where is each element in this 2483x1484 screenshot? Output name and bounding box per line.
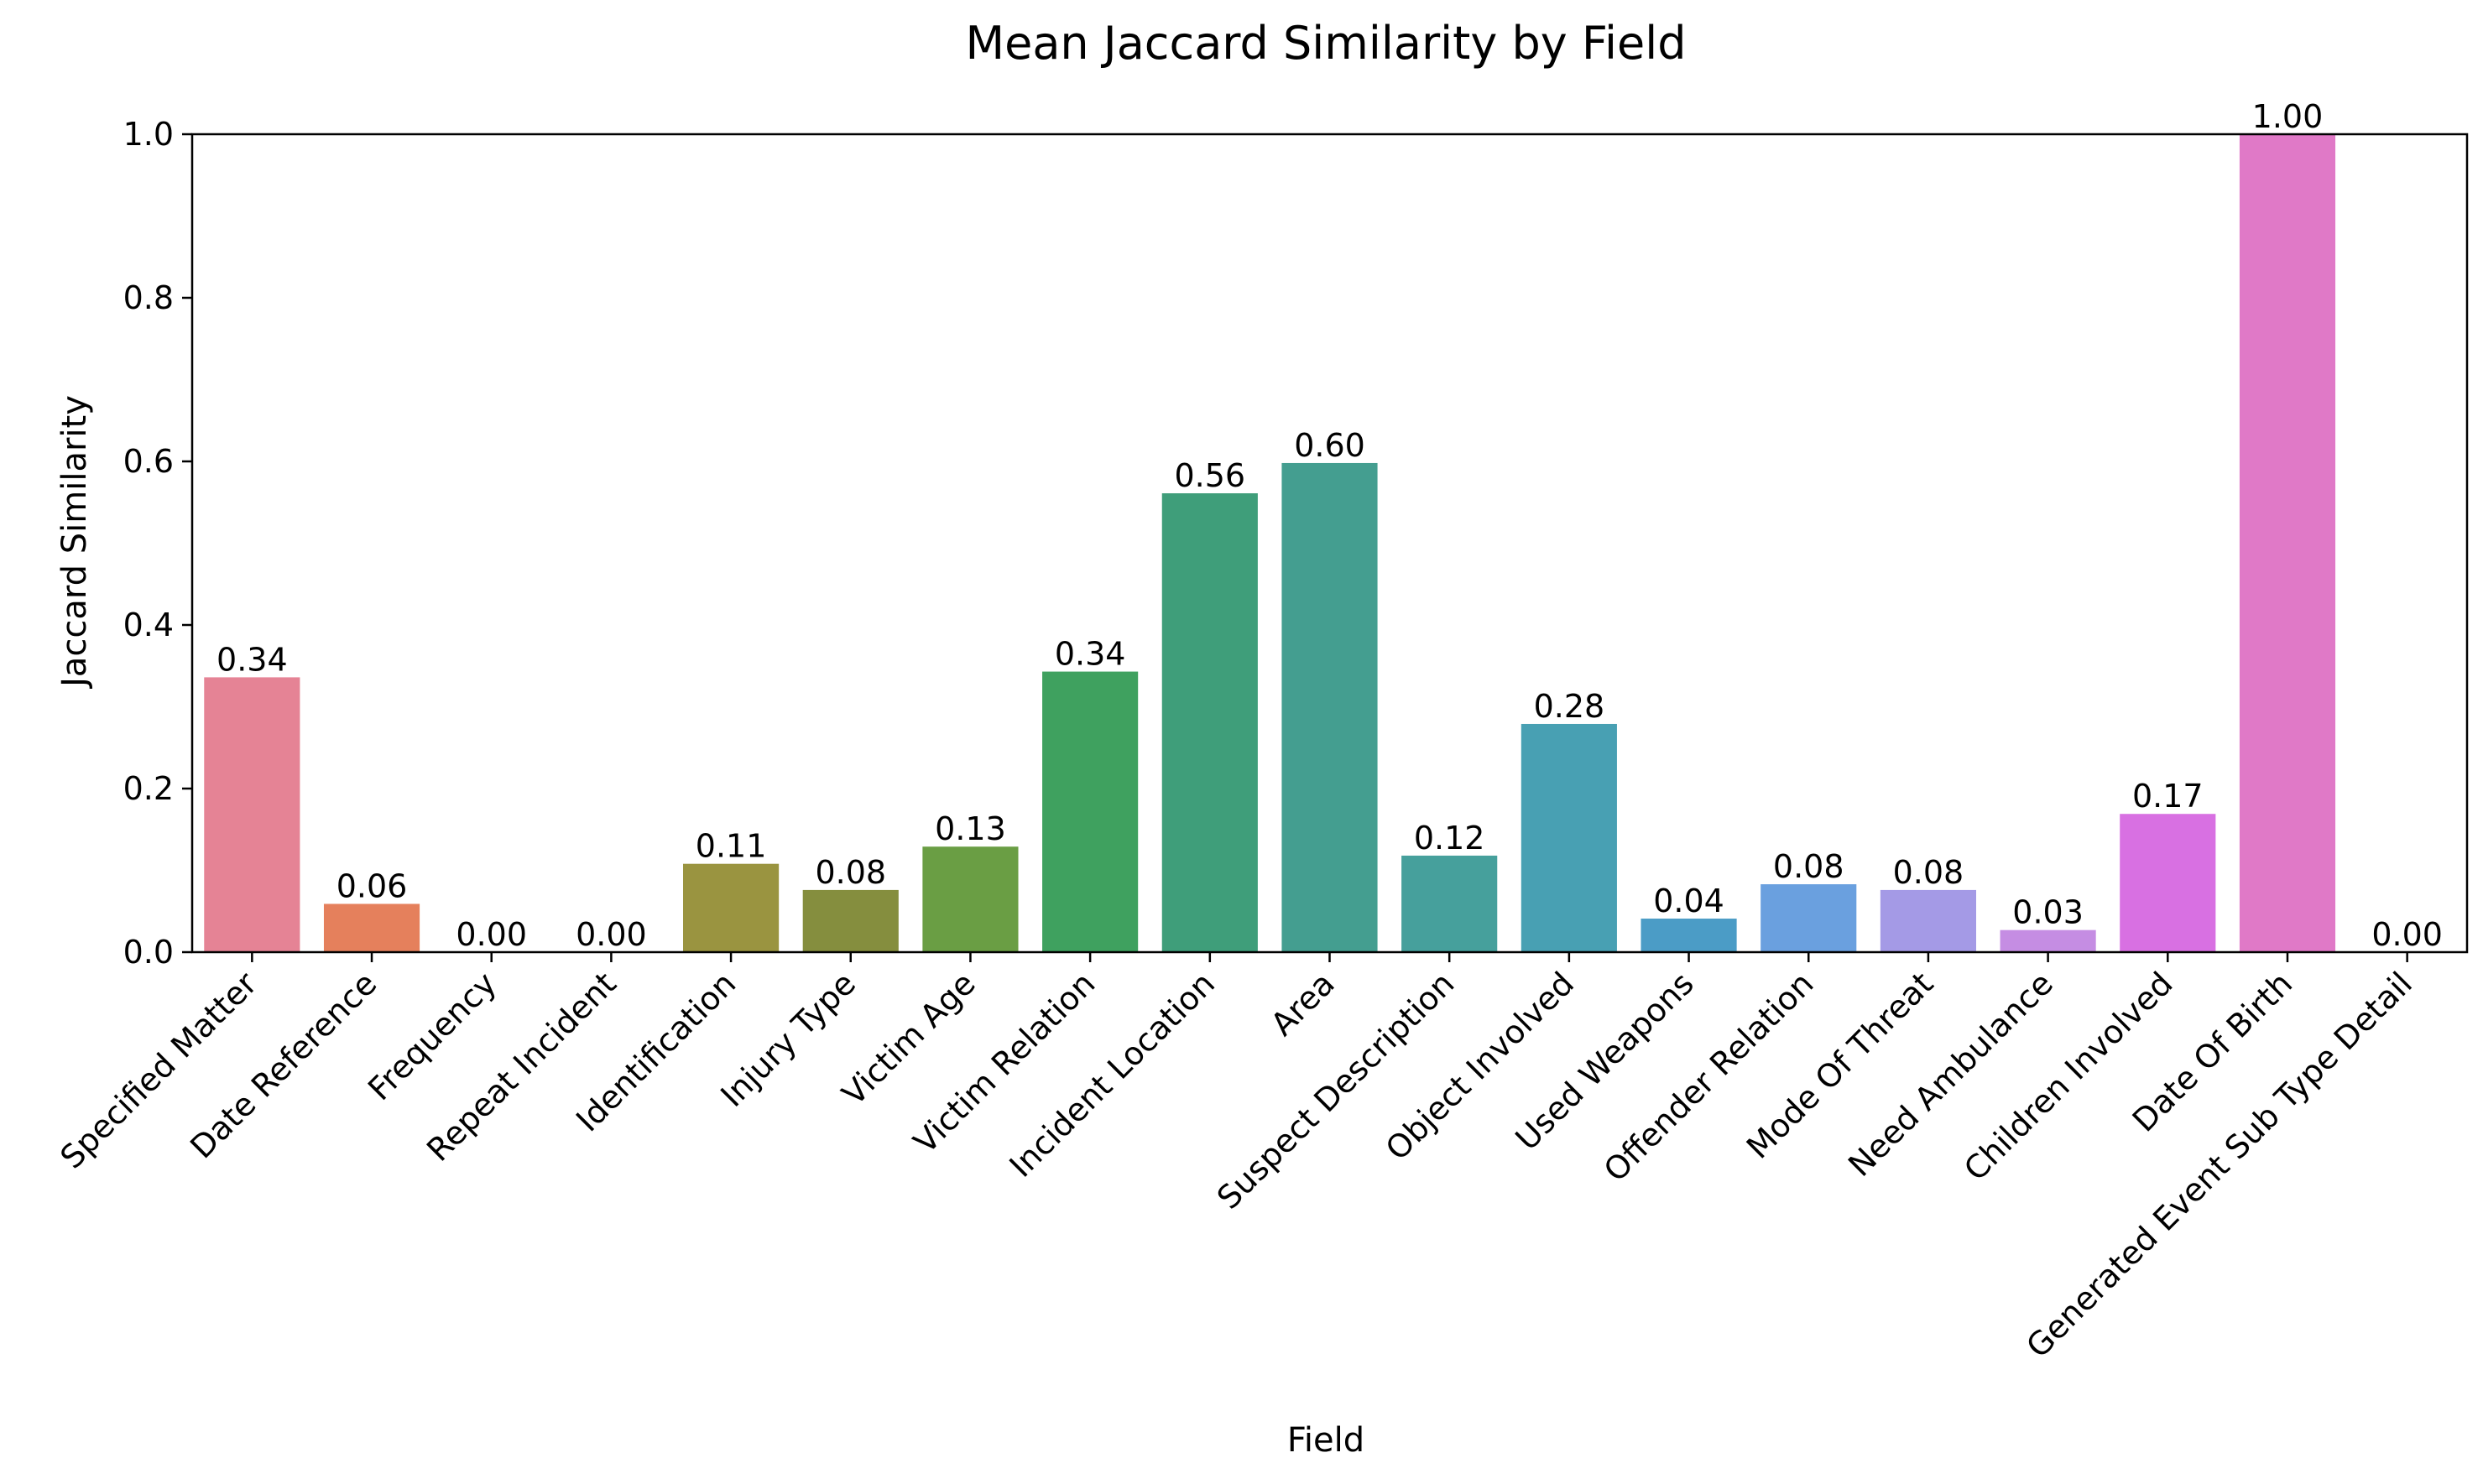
- x-tick-label: Suspect Description: [1210, 965, 1462, 1216]
- bar: [2120, 814, 2216, 952]
- y-tick-label: 0.6: [123, 443, 174, 480]
- bar-value-label: 0.56: [1175, 457, 1246, 494]
- bar-value-label: 0.60: [1294, 427, 1365, 464]
- chart-title: Mean Jaccard Similarity by Field: [966, 17, 1687, 70]
- bar: [2239, 134, 2336, 952]
- bar-value-label: 0.00: [576, 916, 647, 953]
- bar: [1761, 884, 1857, 952]
- x-axis-label: Field: [1287, 1421, 1364, 1460]
- x-tick-label: Children Involved: [1957, 965, 2180, 1188]
- y-tick-label: 0.4: [123, 607, 174, 643]
- bar-value-label: 1.00: [2252, 98, 2324, 135]
- bar: [1281, 462, 1378, 952]
- bar-value-label: 0.17: [2132, 778, 2204, 815]
- bar: [1042, 671, 1139, 952]
- bar-value-label: 0.34: [216, 641, 288, 678]
- bar: [1641, 919, 1737, 952]
- bar-value-label: 0.34: [1055, 636, 1126, 673]
- bar: [1880, 889, 1976, 952]
- bar: [922, 846, 1019, 952]
- bar-value-label: 0.03: [2012, 894, 2084, 931]
- bar: [204, 677, 300, 952]
- bar: [1521, 723, 1617, 952]
- plot-frame: [190, 133, 2469, 954]
- y-tick-label: 0.2: [123, 770, 174, 807]
- bar-value-label: 0.04: [1653, 883, 1724, 919]
- bar-value-label: 0.13: [935, 810, 1006, 847]
- bar-value-label: 0.12: [1414, 820, 1485, 857]
- bar: [802, 889, 899, 952]
- bar-value-labels: 0.34 0.06 0.00 0.00 0.11 0.08 0.13 0.34 0.56 0.60…: [216, 98, 2443, 953]
- x-tick-label: Area: [1264, 965, 1342, 1043]
- bar-value-label: 0.08: [1773, 848, 1844, 885]
- bar: [323, 903, 420, 952]
- bar-value-label: 0.11: [696, 828, 767, 865]
- y-axis-label: Jaccard Similarity: [55, 395, 94, 690]
- bar-value-label: 0.00: [456, 916, 527, 953]
- x-tick-label: Specified Matter: [53, 965, 264, 1176]
- bar: [2000, 929, 2096, 952]
- bars-group: [204, 134, 2336, 952]
- bar: [1401, 855, 1498, 952]
- bar-value-label: 0.06: [336, 867, 408, 904]
- bar: [683, 863, 780, 952]
- bar-value-label: 0.28: [1534, 688, 1605, 725]
- bar-value-label: 0.08: [815, 854, 886, 891]
- x-tick-label: Need Ambulance: [1841, 965, 2060, 1184]
- bar-value-label: 0.08: [1893, 854, 1964, 891]
- y-tick-label: 0.8: [123, 279, 174, 316]
- y-tick-label: 0.0: [123, 934, 174, 971]
- bar: [1161, 493, 1258, 952]
- y-tick-label: 1.0: [123, 116, 174, 153]
- y-axis-ticks: 0.0 0.2 0.4 0.6 0.8 1.0: [123, 116, 192, 971]
- x-tick-label: Offender Relation: [1597, 965, 1821, 1189]
- x-tick-label: Incident Location: [1003, 965, 1223, 1185]
- bar-value-label: 0.00: [2371, 916, 2443, 953]
